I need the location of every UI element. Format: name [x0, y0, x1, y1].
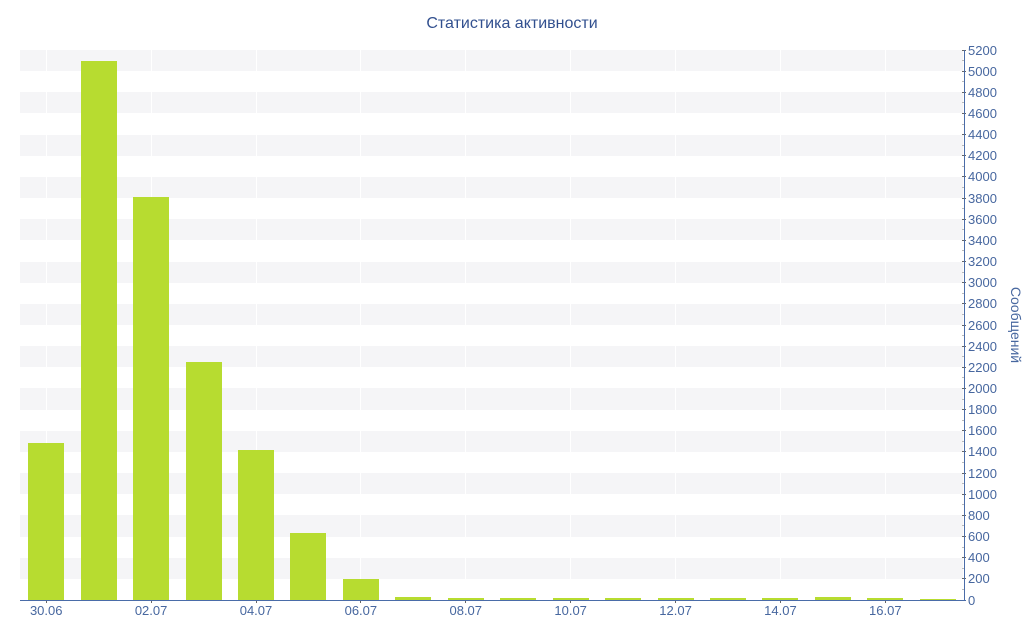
bar-02.07[interactable] [133, 197, 170, 601]
y-axis-label: 200 [968, 571, 990, 587]
y-axis-label: 0 [968, 592, 976, 608]
y-minor-tick [961, 525, 964, 527]
y-axis-label: 1200 [968, 465, 997, 481]
bar-15.07[interactable] [814, 596, 851, 601]
y-axis-label: 2000 [968, 380, 997, 396]
y-axis-label: 4400 [968, 127, 997, 143]
y-axis-label: 2600 [968, 317, 997, 333]
grid-band [20, 176, 963, 199]
y-minor-tick [961, 440, 964, 442]
y-minor-tick [961, 504, 964, 506]
chart-title: Статистика активности [426, 15, 598, 32]
x-major-tick [360, 600, 362, 603]
y-axis-label: 400 [968, 550, 990, 566]
y-minor-tick [961, 165, 964, 167]
x-major-tick [255, 600, 257, 603]
y-axis-label: 2200 [968, 359, 997, 375]
y-minor-tick [961, 250, 964, 252]
y-minor-tick [961, 313, 964, 315]
y-axis-label: 1600 [968, 423, 997, 439]
y-axis-label: 3800 [968, 190, 997, 206]
y-axis-label: 600 [968, 529, 990, 545]
y-minor-tick [961, 123, 964, 125]
y-minor-tick [961, 292, 964, 294]
y-axis-label: 2800 [968, 296, 997, 312]
bar-06.07[interactable] [342, 579, 379, 601]
y-axis-label: 3600 [968, 211, 997, 227]
x-major-tick [570, 600, 572, 603]
x-axis-line [20, 599, 966, 601]
x-major-tick [675, 600, 677, 603]
x-gridline [570, 50, 572, 600]
y-minor-tick [961, 335, 964, 337]
y-minor-tick [961, 208, 964, 210]
x-axis-label: 04.07 [239, 603, 273, 618]
y-minor-tick [961, 144, 964, 146]
y-axis-label: 1400 [968, 444, 997, 460]
y-minor-tick [961, 187, 964, 188]
x-axis-label: 08.07 [449, 603, 483, 618]
y-minor-tick [961, 398, 964, 400]
bar-05.07[interactable] [290, 533, 327, 601]
x-major-tick [45, 600, 47, 603]
y-axis-title: Сообщений [1008, 286, 1024, 364]
grid-band [20, 92, 963, 114]
y-axis-label: 5000 [968, 63, 997, 79]
y-minor-tick [961, 377, 964, 379]
x-axis-label: 02.07 [134, 603, 168, 618]
x-axis-label: 16.07 [869, 603, 902, 618]
x-major-tick [779, 600, 781, 603]
y-minor-tick [961, 229, 964, 231]
x-major-tick [465, 600, 467, 603]
x-major-tick [150, 600, 152, 603]
bar-03.07[interactable] [185, 362, 222, 601]
y-minor-tick [961, 271, 964, 273]
x-gridline [360, 50, 362, 600]
bar-01.07[interactable] [80, 60, 117, 601]
x-gridline [675, 50, 677, 600]
x-gridline [45, 50, 47, 600]
y-minor-tick [961, 356, 964, 358]
x-gridline [884, 50, 886, 600]
grid-band [20, 134, 963, 156]
bar-04.07[interactable] [238, 450, 274, 601]
bar-07.07[interactable] [395, 597, 432, 601]
x-gridline [255, 50, 257, 600]
y-axis-label: 3000 [968, 275, 997, 291]
y-axis-line [963, 50, 965, 601]
y-minor-tick [961, 60, 964, 62]
y-minor-tick [961, 102, 964, 104]
x-axis-label: 12.07 [659, 603, 692, 618]
y-minor-tick [961, 81, 964, 83]
x-axis-label: 14.07 [764, 603, 797, 618]
y-axis-label: 5200 [968, 42, 997, 58]
x-axis-label: 30.06 [29, 603, 63, 618]
x-gridline [465, 50, 467, 600]
x-axis-label: 06.07 [344, 603, 378, 618]
x-axis-label: 10.07 [554, 603, 587, 618]
grid-band [20, 50, 963, 72]
y-axis-label: 1000 [968, 486, 997, 502]
y-axis-label: 4000 [968, 169, 997, 185]
y-axis-label: 4200 [968, 148, 997, 164]
y-axis-label: 2400 [968, 338, 997, 354]
y-axis-label: 3200 [968, 254, 997, 270]
y-axis-label: 3400 [968, 232, 997, 248]
bar-30.06[interactable] [28, 443, 65, 601]
y-minor-tick [961, 483, 964, 485]
y-minor-tick [961, 588, 964, 590]
y-minor-tick [961, 567, 964, 569]
y-axis-label: 1800 [968, 402, 997, 418]
x-major-tick [884, 600, 886, 603]
y-minor-tick [961, 462, 964, 463]
y-axis-label: 800 [968, 507, 990, 523]
y-axis-label: 4800 [968, 84, 997, 100]
y-minor-tick [961, 419, 964, 421]
y-axis-label: 4600 [968, 105, 997, 121]
y-minor-tick [961, 546, 964, 548]
x-gridline [779, 50, 781, 600]
